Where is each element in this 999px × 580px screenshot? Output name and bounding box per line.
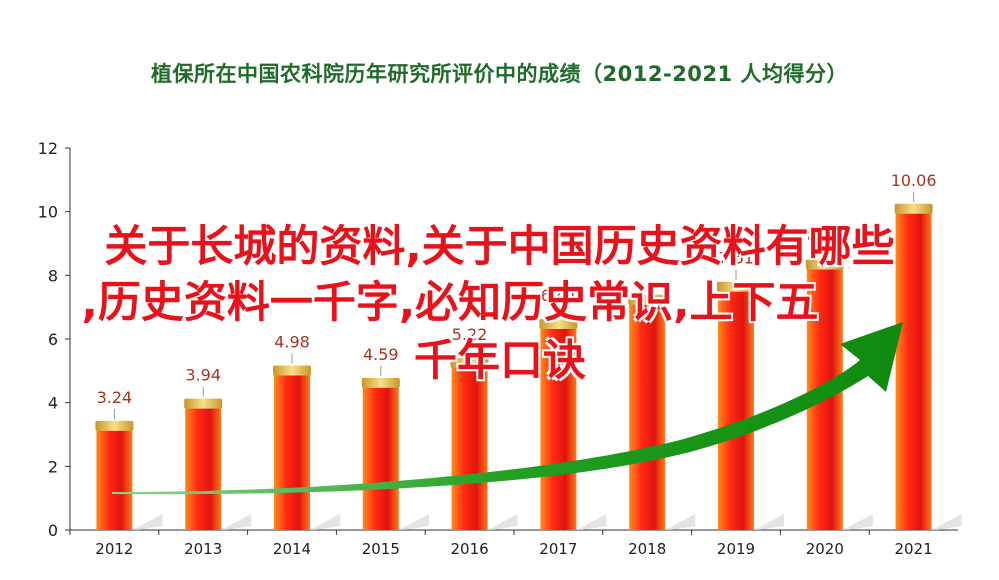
- data-label: 10.06: [891, 171, 937, 190]
- bar-shadow: [310, 514, 340, 530]
- bar-body: [362, 383, 399, 530]
- x-tick-label: 2015: [362, 540, 400, 558]
- x-tick-label: 2021: [895, 540, 933, 558]
- x-tick-label: 2014: [273, 540, 311, 558]
- data-label: 3.24: [97, 388, 133, 407]
- bar-shadow: [398, 514, 429, 530]
- y-tick-label: 12: [38, 139, 58, 158]
- bar: [361, 377, 429, 530]
- bar-cap: [273, 365, 311, 376]
- bar-shadow: [665, 514, 696, 530]
- bar: [450, 357, 518, 530]
- bar-shadow: [754, 514, 784, 530]
- bar-body: [451, 363, 488, 530]
- bar-cap: [717, 281, 755, 292]
- bar-cap: [95, 420, 134, 431]
- bar: [894, 203, 962, 531]
- overlay-text-line-3: 千年口诀: [414, 336, 586, 386]
- x-tick-label: 2016: [451, 540, 489, 558]
- y-tick-label: 10: [38, 203, 58, 222]
- bar-body: [540, 324, 577, 530]
- bar: [628, 294, 696, 530]
- bar-body: [185, 404, 222, 530]
- bar: [273, 365, 340, 530]
- x-tick-label: 2013: [184, 540, 222, 558]
- bar-cap: [184, 398, 223, 409]
- bar-cap: [805, 259, 844, 270]
- bar-shadow: [842, 514, 873, 530]
- data-label: 8.31: [807, 226, 843, 245]
- overlay-text-line-1: 关于长城的资料,关于中国历史资料有哪些: [104, 222, 895, 272]
- bar: [717, 281, 784, 530]
- data-labels: 3.24 3.94 4.98 4.59 5.22 6.44 7.61 8.31 10.06: [97, 171, 937, 419]
- data-label: 3.94: [185, 366, 221, 385]
- y-tick-label: 2: [48, 457, 58, 476]
- x-tick-label: 2017: [539, 540, 577, 558]
- bar-body: [274, 371, 310, 530]
- chart-title: 植保所在中国农科院历年研究所评价中的成绩（2012-2021 人均得分）: [151, 62, 848, 86]
- data-label: 4.59: [363, 345, 399, 364]
- bar-shadow: [221, 514, 252, 530]
- bar-cap: [450, 357, 489, 368]
- bar-cap: [539, 318, 578, 329]
- bar-body: [895, 209, 932, 531]
- data-label: 5.22: [452, 325, 488, 344]
- bar-shadow: [931, 514, 962, 530]
- y-tick-label: 0: [48, 521, 58, 540]
- overlay-text-line-2: ,历史资料一千字,必知历史常识,上下五: [81, 278, 819, 328]
- bar-shadow: [576, 514, 607, 530]
- x-tick-label: 2019: [717, 540, 755, 558]
- bar-cap: [361, 377, 400, 388]
- y-tick-label: 6: [48, 330, 58, 349]
- data-label: 4.98: [274, 332, 310, 351]
- bar-body: [718, 287, 754, 530]
- bar: [95, 420, 163, 530]
- bar-shadow: [132, 514, 163, 530]
- bar-body: [96, 426, 133, 530]
- x-tick-label: 2018: [628, 540, 666, 558]
- bar: [539, 318, 607, 530]
- bar: [184, 398, 252, 530]
- x-tick-label: 2020: [806, 540, 844, 558]
- bar-body: [629, 300, 666, 530]
- bar-cap: [894, 203, 933, 214]
- bar-cap: [628, 294, 667, 305]
- x-tick-label: 2012: [95, 540, 133, 558]
- data-label: 7.61: [718, 249, 754, 268]
- bars: [95, 203, 962, 531]
- axes: 0 2 4 6 8 10 12 2012 2013 2014 2015 2016 2017 2018 201…: [38, 139, 958, 558]
- y-tick-label: 4: [48, 394, 58, 413]
- y-tick-label: 8: [48, 266, 58, 285]
- data-label: 6.44: [541, 286, 577, 305]
- bar-shadow: [487, 514, 518, 530]
